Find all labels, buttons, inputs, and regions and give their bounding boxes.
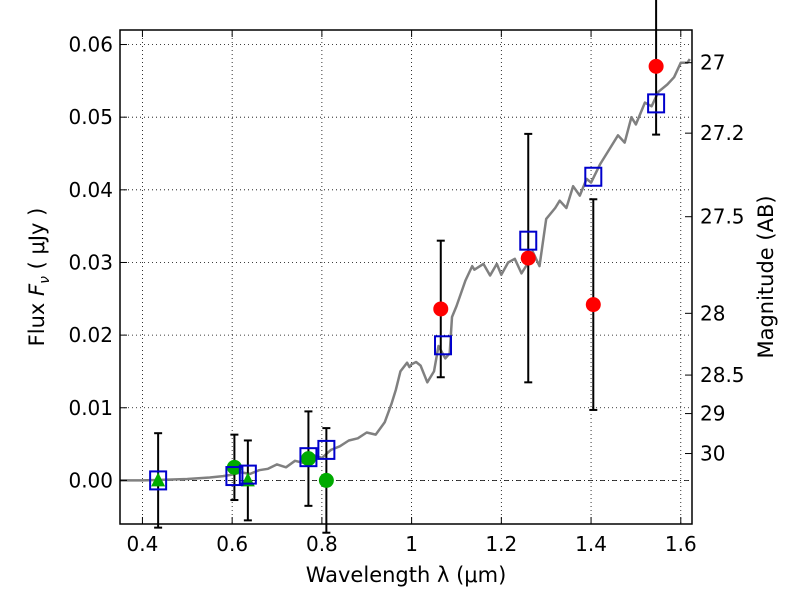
- blue-square-point: [519, 230, 538, 251]
- y2-tick-label: 27.2: [700, 121, 745, 145]
- y-tick-label: 0.03: [68, 250, 113, 274]
- y2-tick-label: 28.5: [700, 363, 745, 387]
- green-data-point: [300, 451, 316, 467]
- tick-layer: 0.4 0.6 0.8 1 1.2 1.4 1.6 0.00 0.01 0.02 0.03 0.04 0…: [68, 30, 745, 556]
- grid-layer: [120, 30, 692, 524]
- x-tick-label: 0.4: [127, 532, 159, 556]
- x-tick-label: 1.2: [485, 532, 517, 556]
- y-tick-label: 0.04: [68, 178, 113, 202]
- blue-square-point: [149, 470, 168, 491]
- blue-square-point: [238, 464, 257, 485]
- blue-square-point: [225, 466, 244, 487]
- marker-layer: [149, 58, 666, 491]
- y2-tick-label: 27: [700, 51, 725, 75]
- x-tick-label: 1.6: [665, 532, 697, 556]
- plot-frame: [119, 29, 693, 525]
- y-tick-label: 0.00: [68, 468, 113, 492]
- red-data-point: [648, 58, 664, 74]
- y-tick-label: 0.01: [68, 396, 113, 420]
- y2-tick-label: 29: [700, 402, 725, 426]
- red-data-point: [433, 301, 449, 317]
- y-axis-title-symbol: F: [25, 283, 49, 296]
- x-tick-label: 0.8: [306, 532, 338, 556]
- y2-tick-label: 28: [700, 301, 725, 325]
- y2-tick-label: 27.5: [700, 205, 745, 229]
- blue-square-point: [584, 166, 603, 187]
- model-layer: [120, 58, 691, 482]
- y-axis-title-subscript: ν: [37, 276, 53, 284]
- red-data-point: [585, 297, 601, 313]
- y-tick-label: 0.02: [68, 323, 113, 347]
- x-tick-label: 1.4: [575, 532, 607, 556]
- x-axis-title: Wavelength λ (μm): [306, 563, 507, 587]
- y-axis-title-units: ( μJy ): [25, 208, 49, 276]
- y-axis-title-prefix: Flux: [25, 296, 49, 346]
- y-tick-label: 0.05: [68, 105, 113, 129]
- y2-tick-label: 30: [700, 442, 725, 466]
- blue-square-point: [434, 335, 453, 356]
- blue-square-point: [317, 439, 336, 460]
- blue-square-point: [299, 447, 318, 468]
- green-triangle-point: [151, 472, 166, 487]
- blue-square-point: [647, 93, 666, 114]
- y2-axis-title: Magnitude (AB): [754, 195, 778, 358]
- x-tick-label: 0.6: [216, 532, 248, 556]
- y-axis-title: Flux Fν ( μJy ): [25, 208, 53, 347]
- red-data-point: [520, 250, 536, 266]
- green-data-point: [318, 472, 334, 488]
- x-tick-label: 1: [405, 532, 418, 556]
- errorbar-layer: [154, 0, 661, 534]
- y-tick-label: 0.06: [68, 33, 113, 57]
- model-spectrum-line: [120, 58, 691, 482]
